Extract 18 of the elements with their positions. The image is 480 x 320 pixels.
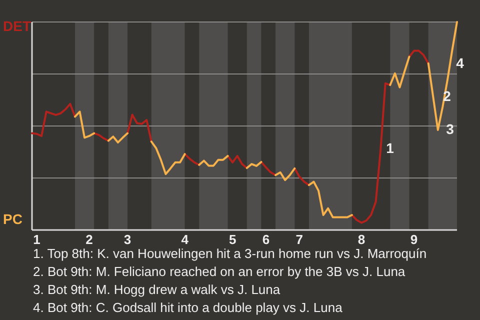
x-tick-label: 4 bbox=[181, 232, 190, 247]
text: 3. Bot 9th: M. Hogg drew a walk vs J. Luna bbox=[33, 282, 281, 297]
x-tick-label: 6 bbox=[262, 232, 270, 247]
text: 2. Bot 9th: M. Feliciano reached on an error by the 3B vs J. Luna bbox=[33, 264, 406, 279]
annotation: 4 bbox=[456, 55, 464, 71]
x-tick-label: 9 bbox=[410, 232, 418, 247]
x-tick-label: 3 bbox=[124, 232, 132, 247]
text: 1. Top 8th: K. van Houwelingen hit a 3-run home run vs J. Marroquín bbox=[33, 246, 427, 261]
x-tick-label: 2 bbox=[86, 232, 93, 247]
text: 4. Bot 9th: C. Godsall hit into a double play vs J. Luna bbox=[33, 300, 344, 315]
text: PC bbox=[3, 211, 22, 227]
annotation: 3 bbox=[446, 121, 454, 137]
x-tick-label: 1 bbox=[33, 232, 40, 247]
text: DET bbox=[3, 18, 32, 34]
x-tick-label: 5 bbox=[228, 232, 236, 247]
x-tick-label: 8 bbox=[358, 232, 366, 247]
annotation: 1 bbox=[386, 140, 394, 156]
x-tick-label: 7 bbox=[296, 232, 304, 247]
